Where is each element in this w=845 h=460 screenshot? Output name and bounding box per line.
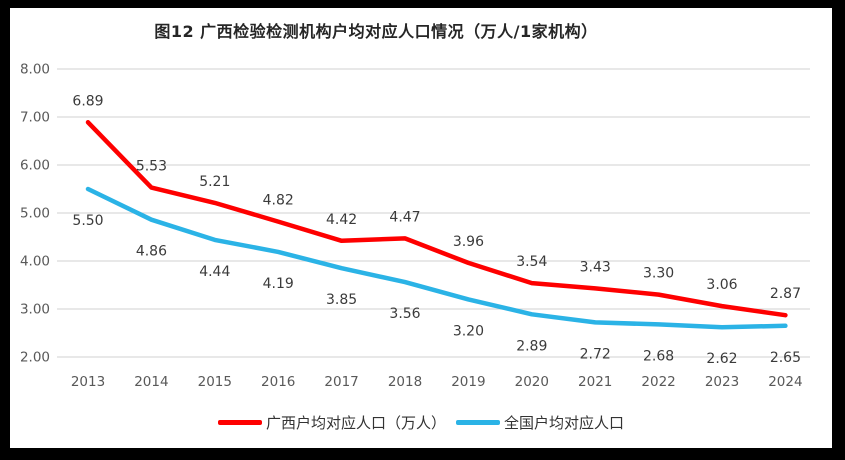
data-label: 3.54 bbox=[516, 254, 547, 270]
data-label: 5.53 bbox=[136, 159, 167, 175]
data-label: 3.85 bbox=[326, 292, 357, 308]
data-label: 3.96 bbox=[453, 234, 484, 250]
data-label: 2.87 bbox=[770, 286, 801, 302]
x-tick-label: 2014 bbox=[134, 374, 168, 390]
x-tick-label: 2020 bbox=[515, 374, 549, 390]
data-label: 2.68 bbox=[643, 348, 674, 364]
data-label: 3.56 bbox=[389, 306, 420, 322]
legend-line-swatch-national bbox=[456, 420, 500, 425]
data-label: 4.86 bbox=[136, 244, 167, 260]
legend-line-swatch-guangxi bbox=[217, 420, 262, 425]
data-label: 4.19 bbox=[263, 276, 294, 292]
data-label: 4.47 bbox=[389, 209, 420, 225]
chart-title: 图12 广西检验检测机构户均对应人口情况（万人/1家机构） bbox=[154, 22, 598, 41]
y-tick-label: 7.00 bbox=[20, 110, 50, 126]
data-label: 4.42 bbox=[326, 212, 357, 228]
x-tick-label: 2019 bbox=[451, 374, 485, 390]
x-tick-label: 2023 bbox=[705, 374, 739, 390]
legend-item-national: 全国户均对应人口 bbox=[456, 412, 624, 433]
data-label: 2.62 bbox=[706, 351, 737, 367]
x-tick-label: 2016 bbox=[261, 374, 295, 390]
x-tick-label: 2022 bbox=[641, 374, 675, 390]
legend-item-guangxi: 广西户均对应人口（万人） bbox=[217, 412, 446, 433]
data-label: 3.06 bbox=[706, 277, 737, 293]
x-tick-label: 2021 bbox=[578, 374, 612, 390]
y-tick-label: 8.00 bbox=[20, 62, 50, 78]
data-label: 2.89 bbox=[516, 338, 547, 354]
data-label: 5.50 bbox=[72, 213, 103, 229]
x-tick-label: 2015 bbox=[198, 374, 232, 390]
data-label: 3.30 bbox=[643, 266, 674, 282]
data-label: 2.72 bbox=[580, 346, 611, 362]
legend-label-national: 全国户均对应人口 bbox=[504, 414, 625, 432]
x-tick-label: 2017 bbox=[324, 374, 358, 390]
national-line-series bbox=[85, 186, 788, 330]
x-tick-label: 2024 bbox=[768, 374, 802, 390]
data-label: 3.20 bbox=[453, 323, 484, 339]
data-label: 5.21 bbox=[199, 174, 230, 190]
data-label: 4.82 bbox=[263, 193, 294, 209]
data-label: 3.43 bbox=[580, 259, 611, 275]
x-tick-label: 2013 bbox=[71, 374, 105, 390]
chart-legend: 广西户均对应人口（万人） 全国户均对应人口 bbox=[10, 412, 832, 433]
y-tick-label: 6.00 bbox=[20, 158, 50, 174]
y-tick-label: 3.00 bbox=[20, 302, 50, 318]
x-tick-label: 2018 bbox=[388, 374, 422, 390]
chart-area: 图12 广西检验检测机构户均对应人口情况（万人/1家机构） 8.00 7.00 6.… bbox=[10, 8, 832, 448]
y-tick-label: 4.00 bbox=[20, 254, 50, 270]
y-tick-label: 2.00 bbox=[20, 350, 50, 366]
guangxi-line-series bbox=[85, 120, 788, 318]
chart-canvas: 8.00 7.00 6.00 5.00 4.00 3.00 2.00 2013 2014 2015… bbox=[20, 62, 810, 390]
data-label: 2.65 bbox=[770, 350, 801, 366]
data-label: 6.89 bbox=[72, 93, 103, 109]
legend-label-guangxi: 广西户均对应人口（万人） bbox=[265, 414, 446, 432]
data-label: 4.44 bbox=[199, 264, 230, 280]
y-tick-label: 5.00 bbox=[20, 206, 50, 222]
